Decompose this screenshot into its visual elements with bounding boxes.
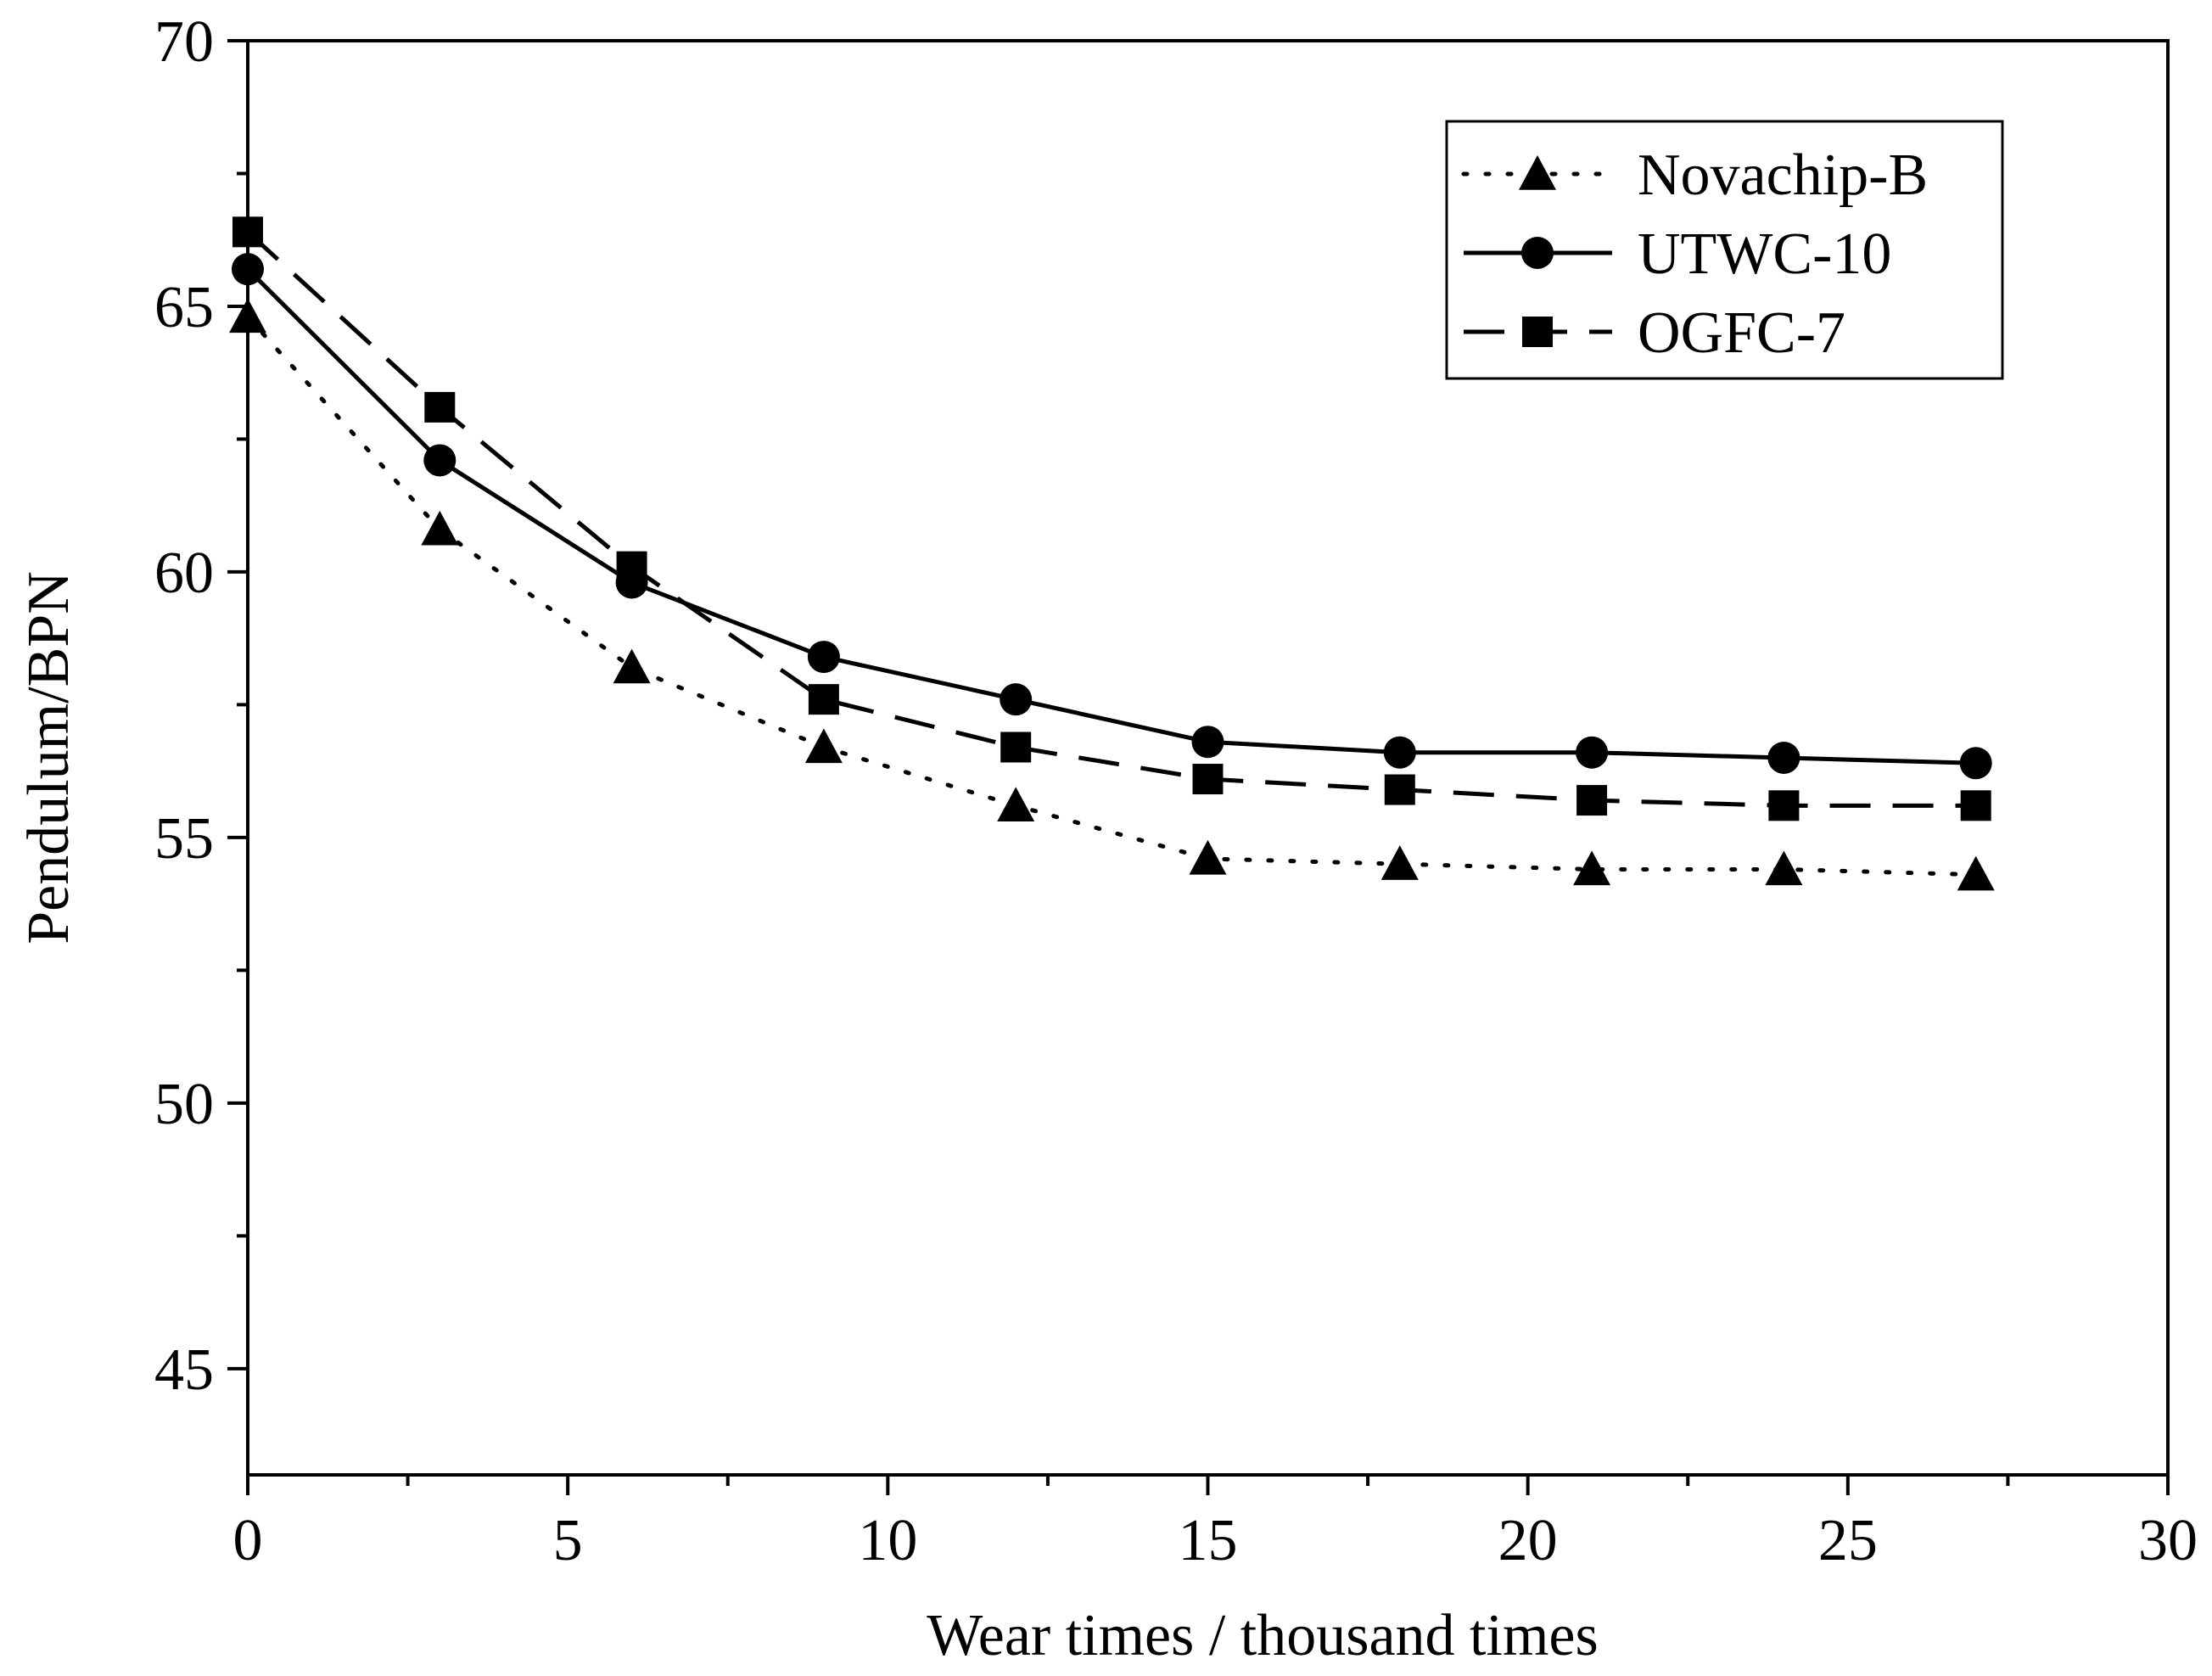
data-point <box>804 728 843 764</box>
series-novachip-b <box>229 298 1995 891</box>
x-tick-label: 5 <box>553 1508 583 1573</box>
data-point <box>808 684 839 715</box>
data-point <box>1767 742 1800 774</box>
legend-label: UTWC-10 <box>1638 221 1891 287</box>
data-point <box>1384 774 1415 805</box>
data-point <box>613 648 651 684</box>
data-point <box>997 787 1035 822</box>
legend-marker <box>1519 155 1556 190</box>
data-point <box>1765 850 1803 886</box>
data-point <box>1192 764 1224 795</box>
data-point <box>424 391 456 423</box>
data-point <box>232 253 264 286</box>
data-point <box>1000 683 1033 716</box>
x-tick-label: 0 <box>233 1508 263 1573</box>
series-layer <box>229 216 1995 891</box>
x-tick-label: 10 <box>858 1508 917 1573</box>
legend-label: OGFC-7 <box>1638 300 1845 366</box>
data-point <box>1959 747 1992 780</box>
series-line <box>245 314 1979 877</box>
legend-label: Novachip-B <box>1638 143 1928 208</box>
y-tick-label: 50 <box>154 1072 214 1137</box>
x-tick-label: 30 <box>2138 1508 2198 1573</box>
data-point <box>1573 850 1611 886</box>
data-point <box>423 444 456 477</box>
data-point <box>1383 736 1416 769</box>
legend-marker <box>1521 237 1554 269</box>
data-point <box>421 510 459 546</box>
y-axis-label: Pendulum/BPN <box>16 571 81 945</box>
data-point <box>1189 839 1227 875</box>
data-point <box>616 551 647 582</box>
y-tick-label: 65 <box>154 275 214 340</box>
data-point <box>807 641 840 674</box>
data-point <box>1380 845 1419 880</box>
data-point <box>1576 736 1609 769</box>
series-ogfc-7 <box>232 216 1991 821</box>
x-axis-label: Wear times / thousand times <box>927 1603 1598 1668</box>
legend: Novachip-B UTWC-10 OGFC-7 <box>1445 120 2004 380</box>
data-point <box>1960 790 1991 821</box>
y-tick-label: 45 <box>154 1337 214 1403</box>
x-tick-label: 15 <box>1179 1508 1238 1573</box>
data-point <box>229 298 266 334</box>
data-point <box>1768 790 1800 821</box>
y-axis: 45 50 55 60 65 70 <box>154 9 248 1403</box>
legend-marker <box>1522 317 1553 347</box>
legend-item: UTWC-10 <box>1464 221 1891 287</box>
y-tick-label: 60 <box>154 541 214 606</box>
y-tick-label: 55 <box>154 806 214 872</box>
x-tick-label: 25 <box>1818 1508 1878 1573</box>
data-point <box>232 216 263 248</box>
y-tick-label: 70 <box>154 9 214 75</box>
data-point <box>1576 785 1608 816</box>
legend-item: Novachip-B <box>1461 143 1928 208</box>
x-tick-label: 20 <box>1498 1508 1558 1573</box>
data-point <box>1000 731 1032 763</box>
series-line <box>245 266 1979 765</box>
data-point <box>1191 726 1224 759</box>
legend-item: OGFC-7 <box>1464 300 1845 366</box>
data-point <box>1957 855 1995 891</box>
series-utwc-10 <box>232 253 1992 780</box>
series-line <box>246 230 1976 808</box>
x-axis: 0 5 10 15 20 25 30 <box>233 1475 2198 1573</box>
